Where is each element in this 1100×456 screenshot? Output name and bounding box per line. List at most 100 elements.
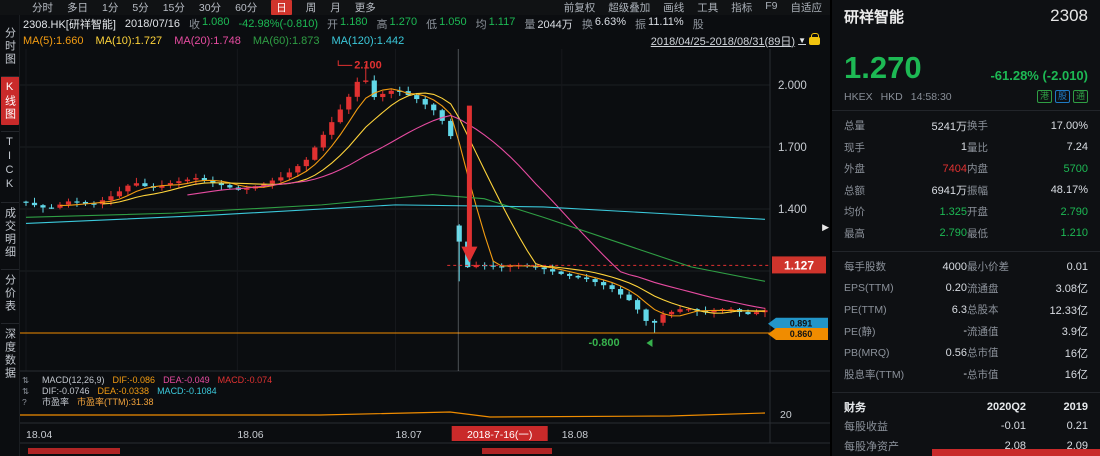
quote-infobar: 2308.HK[研祥智能] 2018/07/16 收 1.080 -42.98%(-… bbox=[20, 15, 830, 32]
infobar-field-key: 换 bbox=[581, 18, 593, 31]
ma-value: MA(5):1.660 bbox=[23, 34, 84, 47]
price-change: -61.28% (-2.010) bbox=[990, 68, 1088, 83]
sidebar-item-trade-details[interactable]: 成交明细 bbox=[0, 202, 19, 263]
tab-30分[interactable]: 30分 bbox=[198, 2, 222, 14]
menubar-action-超级叠加[interactable]: 超级叠加 bbox=[608, 2, 651, 14]
infobar-field-key: 股 bbox=[692, 18, 704, 31]
financial-table: 财务2020Q22019每股收益-0.010.21每股净资产2.082.09RO… bbox=[844, 397, 1088, 456]
indicator-row-marker[interactable]: ⇅ bbox=[22, 386, 29, 396]
tab-周[interactable]: 周 bbox=[305, 2, 317, 14]
stat-label: 现手 bbox=[844, 141, 865, 154]
exchange-label: HKEX bbox=[844, 90, 873, 103]
stat-value: 6941万 bbox=[931, 185, 967, 198]
financial-column: 2019 bbox=[1063, 400, 1088, 413]
stat-value: 4000 bbox=[942, 260, 967, 273]
menubar-action-指标[interactable]: 指标 bbox=[731, 2, 753, 14]
navigator-strip[interactable] bbox=[20, 447, 830, 455]
stat-value: - bbox=[963, 325, 967, 338]
panel-bottom-red-bar[interactable] bbox=[932, 449, 1100, 456]
infobar-field-key: 振 bbox=[635, 18, 647, 31]
stat-value: 16亿 bbox=[1064, 369, 1088, 382]
tab-1分[interactable]: 1分 bbox=[102, 2, 119, 14]
stat-value: - bbox=[963, 368, 967, 381]
infobar-field-key: 均 bbox=[475, 18, 487, 31]
lock-icon[interactable] bbox=[809, 32, 820, 45]
indicator-row-marker[interactable]: ⇅ bbox=[22, 375, 29, 385]
stock-code: 2308 bbox=[1050, 6, 1088, 25]
infobar-field-key: 开 bbox=[327, 18, 339, 31]
financial-row-label: 每股收益 bbox=[844, 421, 888, 434]
stat-label: PB(MRQ) bbox=[844, 346, 890, 359]
x-axis-tick: 18.08 bbox=[562, 429, 588, 441]
svg-text:0.891: 0.891 bbox=[790, 319, 813, 329]
infobar-field-value: 6.63% bbox=[594, 15, 627, 28]
ma5-line bbox=[59, 88, 766, 317]
sidebar-item-depth-data[interactable]: 深度数据 bbox=[0, 323, 19, 384]
stat-label: 内盘 bbox=[967, 163, 988, 176]
tab-更多[interactable]: 更多 bbox=[354, 2, 376, 14]
menubar-action-前复权[interactable]: 前复权 bbox=[563, 2, 596, 14]
menubar-action-F9[interactable]: F9 bbox=[765, 0, 778, 12]
menubar-action-工具[interactable]: 工具 bbox=[697, 2, 719, 14]
stat-value: 16亿 bbox=[1064, 347, 1088, 360]
infobar-field-key: 收 bbox=[188, 18, 200, 31]
price-marker-tag[interactable]: 0.891 bbox=[768, 317, 828, 330]
stat-value: 0.56 bbox=[945, 346, 967, 359]
financial-title: 财务 bbox=[844, 401, 866, 414]
sidebar-item-time-chart[interactable]: 分时图 bbox=[3, 27, 16, 66]
tab-60分[interactable]: 60分 bbox=[235, 2, 258, 14]
financial-value: 2.09 bbox=[1066, 439, 1088, 452]
tab-多日[interactable]: 多日 bbox=[67, 2, 88, 14]
kline-chart-area[interactable]: 1.127 0.891 0.860 2.000 1.700 1.400 2.100 -0.80… bbox=[20, 49, 830, 456]
indicator-row-marker[interactable]: ? bbox=[22, 397, 27, 407]
financial-value: 2.08 bbox=[1004, 439, 1026, 452]
infobar-field-key: 低 bbox=[426, 18, 438, 31]
tab-日[interactable]: 日 bbox=[271, 0, 292, 15]
sidebar-item-tick[interactable]: TICK bbox=[0, 131, 19, 196]
stock-badges: 港股通 bbox=[1036, 90, 1088, 103]
date-label: 2018/07/16 bbox=[124, 17, 180, 30]
tab-月[interactable]: 月 bbox=[330, 2, 341, 14]
svg-text:20: 20 bbox=[780, 409, 792, 421]
sidebar-item-price-table[interactable]: 分价表 bbox=[0, 269, 19, 317]
stat-value: 5700 bbox=[1063, 162, 1088, 175]
divider bbox=[832, 110, 1100, 111]
stat-value: 1.325 bbox=[939, 205, 967, 218]
quote-panel: 研祥智能 2308 1.270 -61.28% (-2.010) HKEX HK… bbox=[830, 0, 1100, 456]
stat-value: 12.33亿 bbox=[1049, 304, 1088, 317]
infobar-field-value: 1.117 bbox=[488, 15, 516, 28]
infobar-field: 开 1.180 bbox=[327, 16, 368, 32]
price-annotation: -0.800 bbox=[588, 337, 619, 349]
panel-collapse-handle[interactable]: ▶ bbox=[822, 222, 829, 232]
financial-value: 0.21 bbox=[1066, 420, 1088, 433]
crash-arrow-annotation bbox=[461, 105, 478, 263]
menubar-action-画线[interactable]: 画线 bbox=[663, 2, 685, 14]
ma10-line bbox=[102, 92, 766, 314]
stat-value: 3.08亿 bbox=[1055, 283, 1088, 296]
infobar-field-value: 11.11% bbox=[648, 15, 684, 28]
tab-15分[interactable]: 15分 bbox=[162, 2, 185, 14]
chart-workspace: 分时 多日 1分 5分 15分 30分 60分 日 周 月 更多 前复权 超级叠加 画线 工具 指标 F9 自适应… bbox=[0, 0, 830, 456]
menubar-action-自适应[interactable]: 自适应 bbox=[790, 2, 823, 14]
svg-text:0.860: 0.860 bbox=[790, 329, 813, 339]
tab-5分[interactable]: 5分 bbox=[132, 2, 149, 14]
stat-label: EPS(TTM) bbox=[844, 282, 894, 295]
ma-value: MA(10):1.727 bbox=[95, 34, 163, 47]
tab-分时[interactable]: 分时 bbox=[32, 2, 53, 14]
financial-column: 2020Q2 bbox=[986, 400, 1026, 413]
infobar-field: 高 1.270 bbox=[377, 16, 418, 32]
infobar-field: -42.98%(-0.810) bbox=[239, 18, 319, 30]
indicator-row: 市盈率 市盈率(TTM):31.38 bbox=[42, 396, 154, 407]
visible-range-selector[interactable]: 2018/04/25-2018/08/31(89日) ▼ bbox=[651, 32, 830, 49]
sidebar-item-kline[interactable]: K线图 bbox=[0, 76, 19, 125]
stat-label: 最小价差 bbox=[967, 261, 1009, 274]
stat-value: 6.3 bbox=[951, 303, 967, 316]
stat-value: 0.01 bbox=[1066, 260, 1088, 273]
price-marker-tag[interactable]: 0.860 bbox=[768, 328, 828, 341]
stat-value: 2.790 bbox=[1060, 205, 1088, 218]
infobar-field: 低 1.050 bbox=[426, 16, 467, 32]
stat-value: 7.24 bbox=[1066, 141, 1088, 154]
stat-value: 48.17% bbox=[1050, 184, 1088, 197]
